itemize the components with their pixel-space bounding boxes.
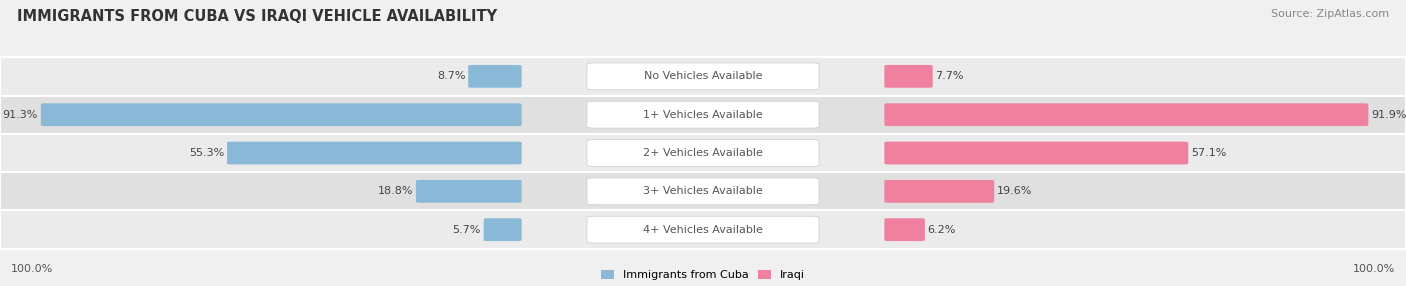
Text: 4+ Vehicles Available: 4+ Vehicles Available [643, 225, 763, 235]
Text: 19.6%: 19.6% [997, 186, 1032, 196]
Text: 7.7%: 7.7% [935, 72, 965, 81]
Text: IMMIGRANTS FROM CUBA VS IRAQI VEHICLE AVAILABILITY: IMMIGRANTS FROM CUBA VS IRAQI VEHICLE AV… [17, 9, 496, 23]
Text: 55.3%: 55.3% [188, 148, 224, 158]
Text: 100.0%: 100.0% [1353, 264, 1395, 274]
Text: 8.7%: 8.7% [437, 72, 465, 81]
Text: 91.9%: 91.9% [1371, 110, 1406, 120]
Text: Source: ZipAtlas.com: Source: ZipAtlas.com [1271, 9, 1389, 19]
Text: 100.0%: 100.0% [11, 264, 53, 274]
Text: 1+ Vehicles Available: 1+ Vehicles Available [643, 110, 763, 120]
Text: 6.2%: 6.2% [928, 225, 956, 235]
Text: 18.8%: 18.8% [378, 186, 413, 196]
Legend: Immigrants from Cuba, Iraqi: Immigrants from Cuba, Iraqi [600, 270, 806, 281]
Text: 91.3%: 91.3% [3, 110, 38, 120]
Text: 3+ Vehicles Available: 3+ Vehicles Available [643, 186, 763, 196]
Text: 2+ Vehicles Available: 2+ Vehicles Available [643, 148, 763, 158]
Text: 5.7%: 5.7% [453, 225, 481, 235]
Text: No Vehicles Available: No Vehicles Available [644, 72, 762, 81]
Text: 57.1%: 57.1% [1191, 148, 1226, 158]
